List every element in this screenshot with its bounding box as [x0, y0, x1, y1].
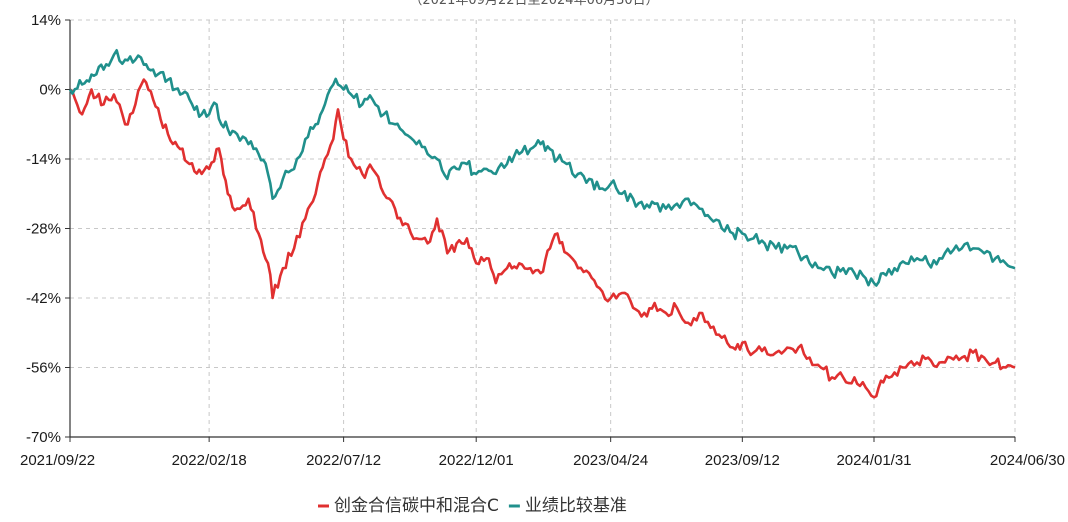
x-tick-label: 2022/02/18: [172, 452, 247, 469]
x-tick-label: 2024/06/30: [990, 452, 1065, 469]
legend-label: 创金合信碳中和混合C: [334, 496, 499, 516]
y-tick-label: -70%: [26, 429, 61, 446]
chart-subtitle: （2021年09月22日至2024年06月30日）: [409, 0, 658, 8]
series-lines: [68, 49, 1016, 399]
x-tick-label: 2022/12/01: [439, 452, 514, 469]
y-tick-label: -56%: [26, 360, 61, 377]
y-tick-label: 14%: [31, 12, 61, 29]
y-tick-label: -28%: [26, 221, 61, 238]
series-line-2: [68, 49, 1016, 287]
x-tick-label: 2024/01/31: [836, 452, 911, 469]
y-tick-label: -14%: [26, 151, 61, 168]
x-tick-label: 2021/09/22: [20, 452, 95, 469]
x-tick-label: 2022/07/12: [306, 452, 381, 469]
series-line-1: [69, 78, 1016, 399]
legend-label: 业绩比较基准: [525, 496, 627, 516]
x-tick-label: 2023/09/12: [705, 452, 780, 469]
x-tick-label: 2023/04/24: [573, 452, 648, 469]
axes: 14% 0% -14% -28% -42% -56% -70% 2021/09/22 2022/…: [20, 12, 1065, 469]
y-tick-label: 0%: [39, 82, 61, 99]
y-tick-label: -42%: [26, 290, 61, 307]
legend: 创金合信碳中和混合C 业绩比较基准: [318, 496, 627, 516]
grid-lines: [70, 19, 1016, 437]
